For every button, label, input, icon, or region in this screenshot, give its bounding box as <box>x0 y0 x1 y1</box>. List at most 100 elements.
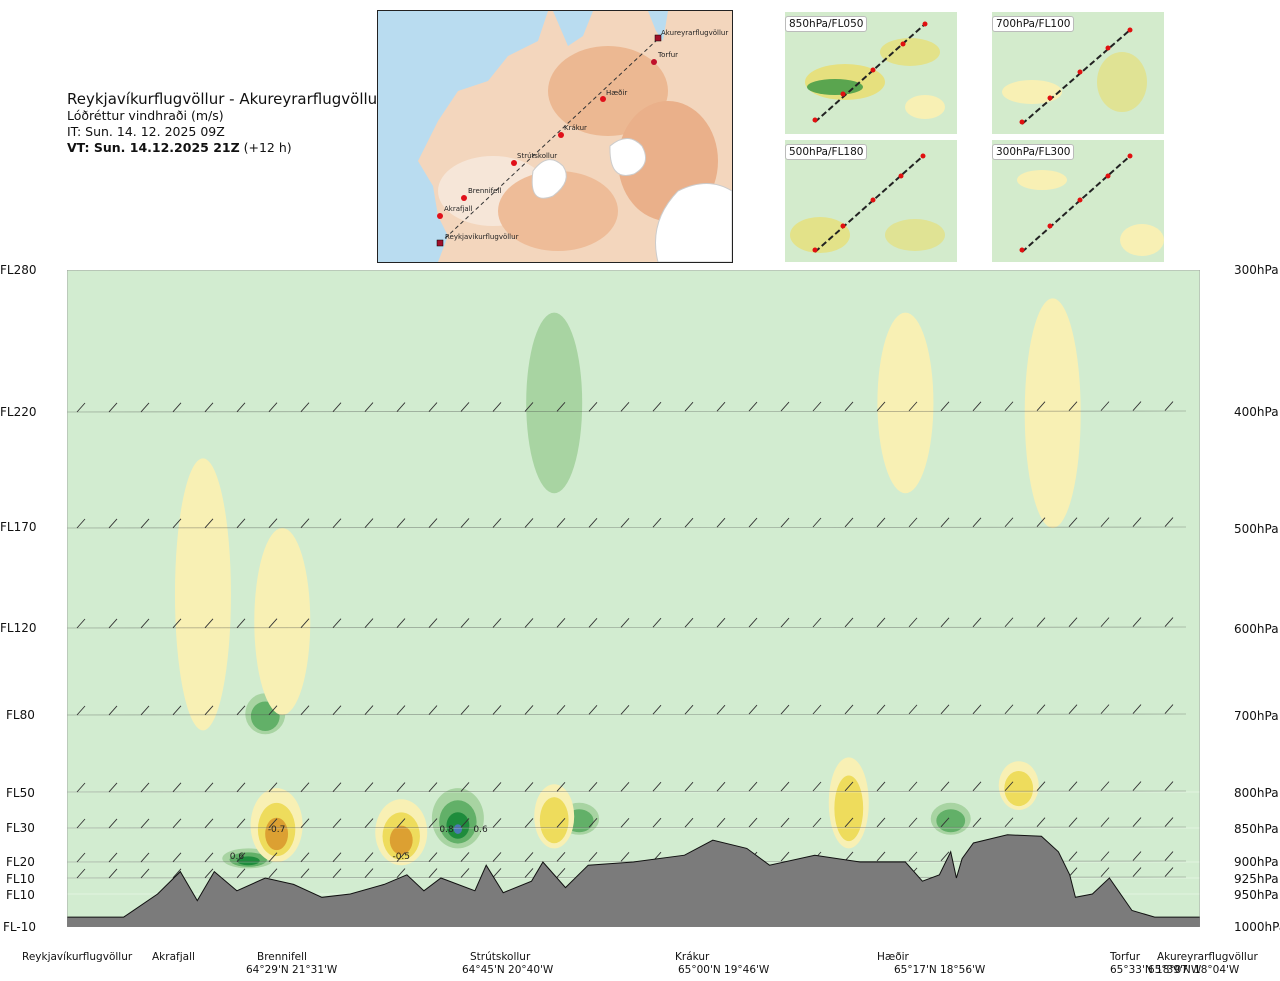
wind-barb <box>1068 401 1078 411</box>
wind-barb <box>1164 851 1174 861</box>
wind-barb <box>652 517 662 528</box>
wind-barb <box>332 852 342 862</box>
wind-barb <box>876 851 886 862</box>
wind-barb <box>876 781 886 792</box>
wind-barb <box>940 617 950 628</box>
route-title: Reykjavíkurflugvöllur - Akureyrarflugvöl… <box>67 90 384 108</box>
wind-barb <box>844 401 854 412</box>
wind-barb <box>492 402 502 412</box>
chart-header: Reykjavíkurflugvöllur - Akureyrarflugvöl… <box>67 90 383 156</box>
wind-barb <box>620 517 630 528</box>
wind-barb <box>780 704 790 715</box>
wind-barb <box>620 704 630 715</box>
wind-barb <box>140 402 150 413</box>
station-name: Strútskollur <box>470 951 531 963</box>
wind-barb <box>492 618 502 628</box>
wind-barb <box>1132 704 1142 714</box>
wind-barb <box>1100 617 1110 627</box>
station-coord: 65°00'N 19°46'W <box>678 964 770 976</box>
fl-axis-label: FL280 <box>0 263 37 277</box>
wind-barb <box>204 868 214 879</box>
wind-barb <box>396 818 406 828</box>
wind-barb <box>972 517 982 528</box>
wind-barb <box>716 781 726 792</box>
wind-barb-row <box>67 713 1187 716</box>
wind-barb <box>812 781 822 792</box>
wind-barb <box>364 402 374 412</box>
wind-barb <box>236 618 246 629</box>
pressure-axis-label: 950hPa <box>1234 888 1279 902</box>
wind-barb <box>908 517 918 528</box>
wind-barb <box>172 705 182 716</box>
wind-barb-row <box>67 410 1187 413</box>
wind-barb <box>684 704 694 715</box>
wind-barb <box>972 781 982 792</box>
wind-barb <box>172 402 182 413</box>
wind-barb <box>652 401 662 412</box>
wind-barb <box>1100 517 1110 527</box>
wind-barb <box>428 402 438 412</box>
wind-barb <box>492 782 502 792</box>
wind-barb <box>108 402 118 413</box>
wind-barb <box>300 818 310 828</box>
wind-barb <box>236 402 246 413</box>
wind-barb <box>236 818 246 829</box>
downdraft-contour <box>877 312 934 494</box>
map-label-brennifell: Brennifell <box>468 187 501 195</box>
pressure-axis-label: 300hPa <box>1234 263 1279 277</box>
wind-barb <box>1100 781 1110 791</box>
updraft-contour <box>936 809 966 833</box>
fl-axis-label: FL80 <box>6 708 35 722</box>
pressure-axis-label: 850hPa <box>1234 822 1279 836</box>
station-name: Reykjavíkurflugvöllur <box>22 951 133 963</box>
contour-value-label: 0.6 <box>230 852 245 862</box>
wind-barb <box>428 705 438 715</box>
wind-barb <box>364 868 374 878</box>
wind-barb <box>364 618 374 628</box>
wind-barb <box>524 705 534 715</box>
station-coord: 65°39'N 18°04'W <box>1148 964 1240 976</box>
wind-barb <box>364 852 374 862</box>
wind-barb <box>684 517 694 528</box>
wind-barb <box>1036 704 1046 715</box>
fl-axis-label: FL120 <box>0 621 37 635</box>
wind-barb <box>524 782 534 792</box>
wind-barb <box>492 852 502 862</box>
route-map: Akureyrarflugvöllur Torfur Hæðir Krákur … <box>377 10 733 263</box>
wind-barb <box>364 705 374 715</box>
wind-barb <box>876 617 886 628</box>
wind-barb <box>300 618 310 628</box>
wind-barb <box>332 868 342 878</box>
wind-barb <box>300 868 310 878</box>
station-name: Torfur <box>1110 951 1141 963</box>
wind-barb <box>1068 617 1078 627</box>
wind-barb <box>268 705 278 716</box>
wind-barb <box>268 818 278 829</box>
wind-barb <box>428 618 438 628</box>
wind-barb <box>396 705 406 715</box>
wind-barb <box>652 817 662 828</box>
wind-barb <box>428 782 438 792</box>
minimap-300hpa: 300hPa/FL300 <box>992 140 1164 262</box>
updraft-contour <box>453 824 463 834</box>
updraft-contour <box>236 856 260 866</box>
wind-barb <box>972 704 982 715</box>
wind-barb <box>332 782 342 792</box>
variable-label: Lóðréttur vindhraði (m/s) <box>67 108 224 123</box>
wind-barb <box>204 705 214 716</box>
wind-barb <box>588 782 598 792</box>
wind-barb-row <box>67 526 1187 529</box>
wind-barb <box>620 617 630 628</box>
wind-barb <box>460 518 470 528</box>
wind-barb <box>1132 517 1142 527</box>
wind-barb <box>1100 851 1110 861</box>
wind-barb <box>940 517 950 528</box>
map-label-akrafjall: Akrafjall <box>444 205 473 213</box>
wind-barb <box>844 781 854 792</box>
fl-axis-label: FL30 <box>6 821 35 835</box>
map-label-reykjavik: Reykjavíkurflugvöllur <box>445 233 519 241</box>
wind-barb <box>332 818 342 828</box>
wind-barb <box>1004 817 1014 828</box>
wind-barb <box>332 518 342 528</box>
wind-barb <box>364 818 374 828</box>
